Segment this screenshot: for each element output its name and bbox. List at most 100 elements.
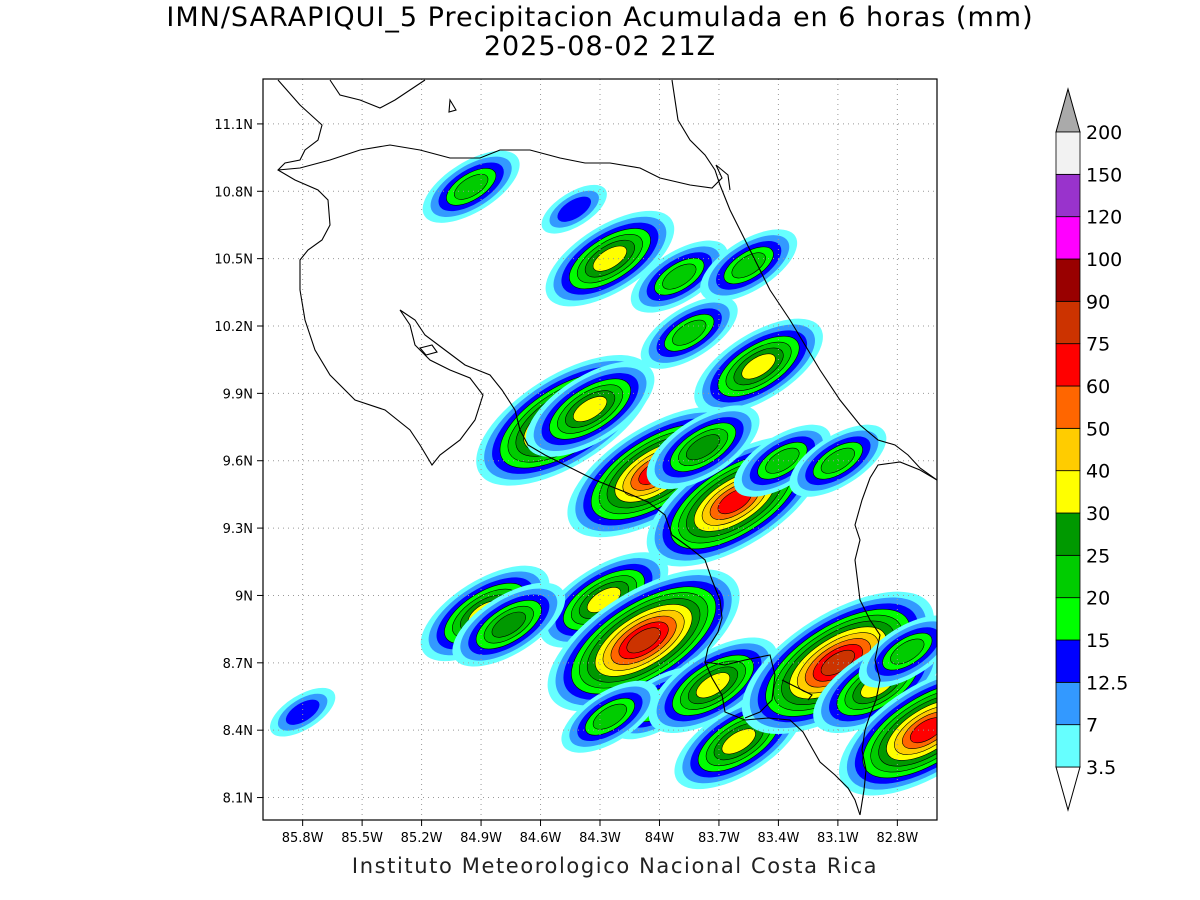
lon-tick-label: 83.7W (698, 831, 740, 846)
peninsula-osa (704, 654, 776, 719)
lon-tick-label: 85.2W (401, 831, 443, 846)
colorbar-swatch (1055, 131, 1081, 175)
colorbar-swatch (1055, 385, 1081, 429)
precip-cell (545, 210, 675, 307)
colorbar-label: 200 (1086, 122, 1122, 144)
precip-contour (731, 252, 766, 279)
colorbar-label: 25 (1086, 545, 1110, 567)
lon-tick-label: 84.6W (520, 831, 562, 846)
precipitation-layer (270, 150, 937, 796)
island-cano (781, 679, 813, 701)
precip-cell (648, 637, 778, 734)
precip-cell (700, 229, 798, 302)
precip-contour (909, 717, 937, 744)
precip-contour (721, 728, 756, 755)
precip-cell (838, 664, 937, 796)
precip-cell (452, 582, 566, 667)
lon-tick-label: 82.8W (876, 831, 918, 846)
precip-contour (741, 353, 776, 380)
precip-contour (557, 196, 592, 222)
chart-subtitle: 2025-08-02 21Z (483, 31, 717, 62)
precip-cell (733, 424, 831, 497)
colorbar-label: 12.5 (1086, 672, 1128, 694)
lon-tick-label: 85.8W (282, 831, 324, 846)
colorbar-label: 50 (1086, 418, 1110, 440)
colorbar-label: 75 (1086, 334, 1110, 356)
precip-contour (672, 319, 707, 346)
lon-tick-label: 83.4W (758, 831, 800, 846)
lat-tick-label: 9N (235, 589, 253, 604)
latitude-axis: 11.1N 10.8N 10.5N 10.2N 9.9N 9.6N 9.3N 9N 8.7N 8.… (214, 118, 263, 807)
precip-contour (662, 263, 697, 290)
colorbar-swatch (1055, 512, 1081, 556)
precip-cell (561, 680, 659, 753)
colorbar-legend: 3.5 7 12.5 15 20 25 30 40 50 60 75 90 100 120 150 200 (1055, 87, 1128, 812)
precip-contour (592, 703, 628, 730)
lon-tick-label: 85.5W (341, 831, 383, 846)
longitude-axis: 85.8W 85.5W 85.2W 84.9W 84.6W 84.3W 84W 83.7W 83… (282, 820, 918, 846)
colorbar-label: 3.5 (1086, 757, 1116, 779)
precip-cell (640, 296, 738, 369)
colorbar-over-arrow (1055, 87, 1081, 133)
precip-cell (422, 150, 520, 223)
colorbar-swatch (1055, 343, 1081, 387)
precip-contour (890, 638, 925, 665)
island-chira (419, 344, 438, 356)
colorbar-label: 7 (1086, 715, 1098, 737)
precip-cell (694, 318, 823, 415)
precip-cell (539, 552, 669, 648)
precip-contour (491, 611, 526, 638)
lat-tick-label: 9.6N (223, 455, 253, 470)
colorbar-swatch (1055, 724, 1081, 768)
lat-tick-label: 11.1N (214, 118, 253, 133)
colorbar-swatch (1055, 300, 1081, 345)
graticule (263, 79, 937, 820)
lake-nicaragua (329, 79, 426, 109)
colorbar-swatch (1055, 470, 1081, 514)
footer-credit: Instituto Meteorologico Nacional Costa R… (351, 854, 879, 878)
precip-cell (525, 361, 655, 457)
colorbar-label: 20 (1086, 588, 1110, 610)
colorbar-swatch (1055, 427, 1081, 472)
precip-contour (572, 396, 608, 423)
colorbar-label: 150 (1086, 164, 1122, 186)
precip-contour (592, 245, 628, 272)
colorbar-label: 30 (1086, 503, 1110, 525)
lat-tick-label: 8.7N (223, 657, 253, 672)
precip-cell (789, 424, 887, 497)
colorbar-label: 120 (1086, 207, 1122, 229)
lat-tick-label: 10.8N (214, 185, 253, 200)
precip-cell (270, 687, 336, 737)
colorbar-label: 90 (1086, 291, 1110, 313)
precip-cell (858, 615, 937, 688)
precip-cell (646, 405, 760, 490)
colorbar-label: 60 (1086, 376, 1110, 398)
precip-cell (541, 184, 607, 234)
colorbar-under-arrow (1055, 766, 1081, 812)
colorbar-swatch (1055, 216, 1081, 260)
precip-contour (685, 434, 721, 461)
chart-title: IMN/SARAPIQUI_5 Precipitacion Acumulada … (166, 2, 1034, 33)
island (448, 98, 457, 113)
colorbar-swatch (1055, 639, 1081, 683)
colorbar-label: 100 (1086, 249, 1122, 271)
precip-contour (820, 447, 855, 474)
border-panama (854, 461, 937, 816)
lat-tick-label: 8.1N (223, 792, 253, 807)
coastline-caribbean (671, 79, 937, 481)
lat-tick-label: 8.4N (223, 724, 253, 739)
precip-contour (765, 447, 800, 474)
colorbar-swatch (1055, 554, 1081, 599)
colorbar-swatch (1055, 597, 1081, 641)
lat-tick-label: 10.5N (214, 253, 253, 268)
lat-tick-label: 9.9N (223, 387, 253, 402)
precip-cell (547, 569, 740, 712)
colorbar-label: 15 (1086, 630, 1110, 652)
colorbar-swatch (1055, 173, 1081, 218)
lon-tick-label: 84W (645, 831, 675, 846)
lon-tick-label: 83.1W (817, 831, 859, 846)
lat-tick-label: 9.3N (223, 522, 253, 537)
colorbar-swatch (1055, 258, 1081, 302)
precip-contour (695, 672, 731, 699)
